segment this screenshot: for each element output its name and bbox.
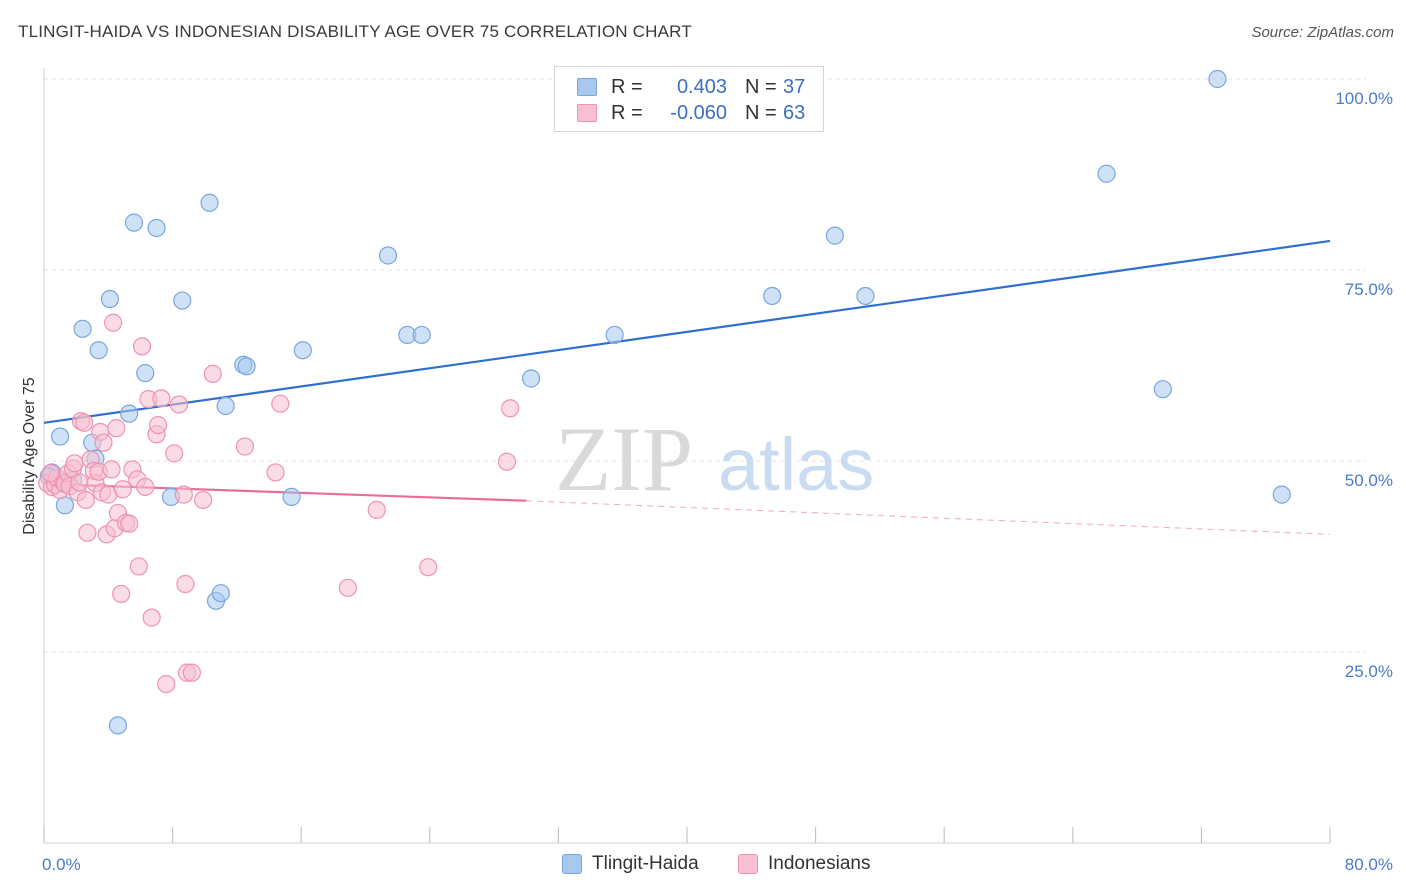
y-tick-label: 50.0% (1345, 471, 1393, 490)
indonesians-point (149, 415, 168, 435)
y-axis-label: Disability Age Over 75 (21, 377, 38, 535)
tlingit-haida-point (378, 246, 398, 265)
source-label: Source: ZipAtlas.com (1251, 24, 1394, 41)
bottom-legend-label: Tlingit-Haida (592, 853, 699, 874)
legend-swatch-tlingit-haida (577, 78, 597, 96)
tlingit-haida-point (120, 404, 139, 423)
indonesians-point (497, 452, 517, 471)
indonesians-point (338, 578, 357, 597)
indonesians-point (176, 574, 195, 594)
legend-r-value: -0.060 (670, 101, 727, 124)
indonesians-point (113, 480, 132, 499)
indonesians-point (501, 399, 520, 418)
tlingit-haida-point (136, 364, 155, 383)
tlingit-haida-point (108, 716, 128, 735)
tick-labels: 25.0% 50.0% 75.0% 100.0% 0.0% 80.0% (42, 89, 1393, 874)
tlingit-haida-point (1208, 69, 1227, 89)
indonesians-point (182, 663, 201, 682)
tlingit-haida-point (147, 218, 166, 238)
indonesians-point (78, 523, 97, 542)
indonesians-point (152, 389, 171, 408)
tlingit-haida-point (412, 325, 431, 345)
tlingit-haida-point (100, 289, 120, 309)
indonesians-point (129, 557, 148, 576)
chart-title: TLINGIT-HAIDA VS INDONESIAN DISABILITY A… (18, 22, 692, 41)
tlingit-haida-point (55, 496, 74, 515)
indonesians-point (70, 473, 89, 492)
indonesians-point (271, 394, 290, 413)
tlingit-haida-point (200, 193, 219, 212)
legend-row-indonesians: R = -0.060 N = 63 (577, 101, 805, 125)
legend-n-label: N = (745, 75, 777, 98)
indonesians-point (112, 584, 131, 604)
y-tick-label: 25.0% (1345, 662, 1393, 681)
indonesians-point (136, 477, 155, 497)
tlingit-haida-point (282, 487, 301, 507)
indonesians-point (266, 463, 285, 482)
legend-r-value: 0.403 (676, 75, 727, 98)
tlingit-haida-point (216, 396, 235, 416)
tlingit-haida-point (124, 213, 144, 232)
indonesians-point (165, 444, 184, 463)
tlingit-haida-point (825, 226, 844, 245)
bottom-legend-label: Indonesians (768, 853, 871, 874)
tlingit-haida-point (1153, 380, 1172, 399)
watermark-zip: ZIP (555, 408, 693, 510)
tlingit-haida-point (211, 584, 230, 603)
bottom-legend-swatch (738, 854, 758, 874)
indonesians-point (65, 454, 84, 473)
indonesians-point (169, 395, 189, 414)
indonesians-trend-extension (526, 500, 1331, 535)
tlingit-haida-point (1097, 164, 1116, 183)
tlingit-haida-point (73, 319, 92, 338)
tlingit-haida-point (856, 286, 875, 306)
indonesians-point (120, 514, 139, 533)
tlingit-haida-point (237, 357, 256, 376)
indonesians-point (75, 413, 94, 432)
data-points (38, 69, 1291, 735)
indonesians-point (203, 364, 222, 384)
tlingit-haida-point (605, 325, 624, 345)
axes (43, 68, 1331, 844)
stats-legend: R = 0.403 N = 37 R = -0.060 N = 63 (554, 66, 824, 132)
indonesians-point (104, 313, 123, 332)
legend-row-tlingit-haida: R = 0.403 N = 37 (577, 75, 805, 99)
indonesians-point (76, 490, 95, 510)
indonesians-point (41, 464, 60, 483)
tlingit-haida-point (293, 341, 312, 360)
bottom-legend-indonesians: Indonesians (738, 852, 870, 876)
legend-n-label: N = (745, 101, 777, 124)
legend-r-label: R = (611, 101, 643, 124)
y-tick-label: 75.0% (1345, 280, 1393, 299)
legend-swatch-indonesians (577, 104, 597, 122)
tlingit-haida-trend-line (43, 239, 1331, 424)
indonesians-point (235, 437, 255, 456)
tlingit-haida-point (89, 341, 108, 360)
indonesians-point (94, 433, 113, 452)
bottom-legend-tlingit-haida: Tlingit-Haida (562, 852, 699, 876)
legend-r-label: R = (611, 75, 643, 98)
tlingit-haida-point (763, 286, 782, 306)
tlingit-haida-point (50, 427, 70, 446)
tlingit-haida-point (173, 291, 192, 310)
y-tick-label: 100.0% (1335, 89, 1393, 108)
x-tick-label: 80.0% (1345, 855, 1393, 874)
indonesians-point (174, 485, 193, 504)
bottom-legend-swatch (562, 854, 582, 874)
indonesians-point (194, 490, 213, 510)
indonesians-point (367, 500, 386, 519)
indonesians-point (142, 608, 161, 627)
indonesians-point (107, 419, 126, 438)
indonesians-point (157, 674, 176, 694)
legend-n-value: 63 (783, 101, 806, 124)
tlingit-haida-point (1272, 485, 1291, 504)
watermark-atlas: atlas (718, 423, 874, 506)
tlingit-haida-point (521, 369, 541, 388)
legend-n-value: 37 (783, 75, 806, 98)
indonesians-point (102, 460, 121, 479)
x-tick-label: 0.0% (42, 855, 81, 874)
indonesians-point (419, 558, 438, 577)
indonesians-point (132, 337, 152, 356)
